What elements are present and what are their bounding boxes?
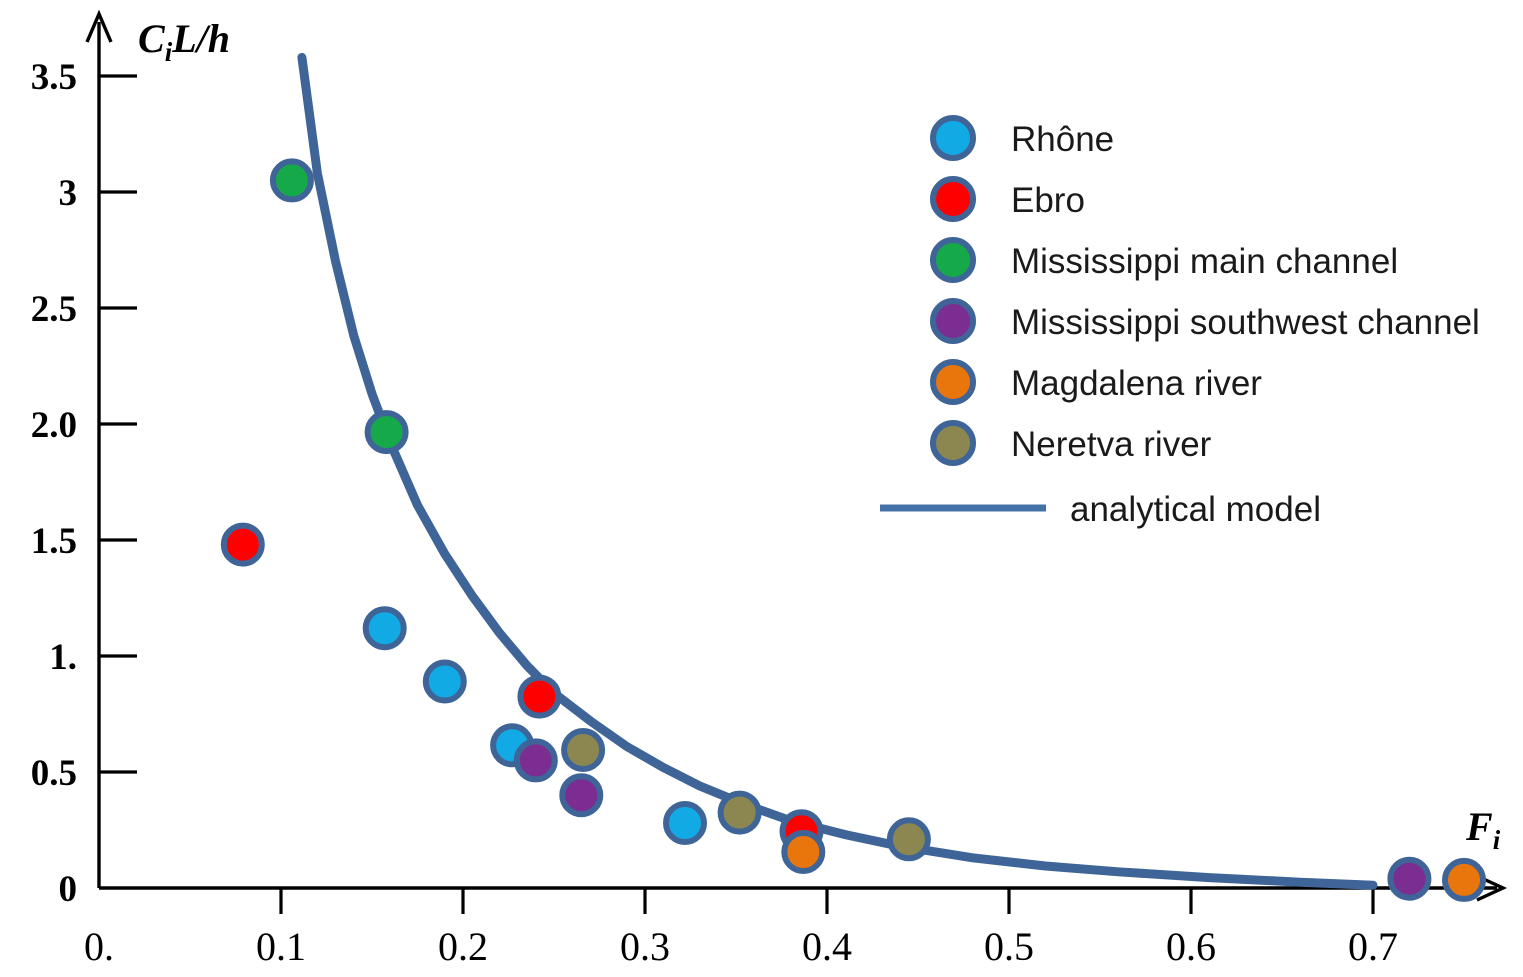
data-point-marker	[663, 801, 707, 845]
y-tick-label: 1.5	[31, 521, 77, 562]
x-tick-label: 0.6	[1166, 924, 1216, 969]
data-point-marker	[362, 606, 407, 651]
y-tick-label: 0	[59, 869, 78, 910]
x-axis-title-sub: i	[1493, 825, 1501, 855]
x-tick-label: 0.7	[1348, 924, 1398, 969]
x-tick-label: 0.5	[984, 924, 1034, 969]
y-tick-label: 2.0	[31, 405, 77, 446]
data-point-marker	[517, 674, 562, 719]
legend-label: Rhône	[1011, 120, 1114, 159]
y-axis-title-c: C	[138, 16, 166, 61]
data-point-marker	[717, 790, 762, 835]
data-point-marker	[1387, 856, 1432, 901]
legend-marker-mississippi-main	[930, 237, 976, 283]
x-tick-label: 0.	[84, 924, 114, 969]
legend-marker-ebro	[930, 176, 976, 222]
x-tick-label: 0.4	[802, 924, 852, 969]
legend-label: Neretva river	[1011, 425, 1212, 464]
legend-marker-magdalena	[930, 359, 976, 405]
analytical-model-curve	[297, 52, 1378, 890]
data-points-group	[220, 158, 1486, 902]
legend-label: Ebro	[1011, 181, 1085, 220]
legend-label: Magdalena river	[1011, 364, 1262, 403]
legend-label: Mississippi southwest channel	[1011, 303, 1480, 342]
x-tick-label: 0.1	[256, 924, 306, 969]
data-point-marker	[513, 738, 558, 783]
y-tick-label: 3.5	[31, 57, 77, 98]
data-point-marker	[364, 410, 409, 455]
y-axis-title-sub: i	[165, 37, 173, 67]
data-point-marker	[269, 158, 314, 203]
data-point-marker	[886, 817, 931, 862]
data-point-marker	[561, 728, 606, 772]
y-tick-label: 3	[59, 173, 78, 214]
legend-marker-neretva	[930, 420, 976, 466]
axis-titles-group: CiL/hFi	[138, 16, 1501, 855]
axes-group: 0 0.5 1. 1.5 2.0 2.5 3 3.5 0. 0.1 0.2 0.3 0.4 0.5 0.6 0…	[31, 9, 1508, 969]
data-point-marker	[781, 830, 826, 874]
analytical-model-curve-group	[297, 52, 1378, 890]
legend-label: Mississippi main channel	[1011, 242, 1398, 281]
y-axis-arrowhead	[85, 9, 113, 43]
x-axis-title-f: F	[1465, 804, 1493, 849]
y-tick-label: 1.	[49, 637, 77, 678]
y-axis-title-rest: L/h	[171, 16, 230, 61]
data-point-marker	[1442, 857, 1486, 902]
legend-label-analytical-model: analytical model	[1070, 490, 1321, 529]
y-tick-label: 2.5	[31, 289, 77, 330]
data-point-marker	[559, 773, 604, 818]
x-tick-label: 0.3	[620, 924, 670, 969]
legend-marker-mississippi-southwest	[930, 298, 976, 344]
x-tick-label: 0.2	[438, 924, 488, 969]
y-tick-label: 0.5	[31, 753, 77, 794]
y-axis-title: CiL/h	[138, 16, 230, 67]
legend-marker-rhone	[930, 115, 976, 161]
data-point-marker	[422, 659, 467, 704]
legend-group: Rhône Ebro Mississippi main channel Mississ…	[880, 115, 1480, 529]
x-axis-title: Fi	[1465, 804, 1501, 855]
data-point-marker	[220, 522, 265, 567]
